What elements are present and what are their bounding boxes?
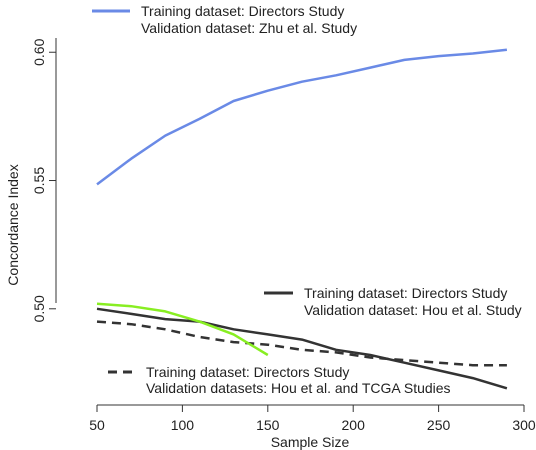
legend-zhu-training: Training dataset: Directors Study (141, 3, 344, 19)
series-line-s4 (96, 302, 269, 357)
y-tick-label: 0.55 (31, 167, 47, 194)
x-ticks: 50 100 150 200 250 300 (89, 405, 536, 433)
y-tick-label: 0.60 (31, 38, 47, 65)
legend-hou: Training dataset: Directors Study Valida… (264, 285, 522, 318)
legend-hou-training: Training dataset: Directors Study (304, 285, 507, 301)
x-tick-label: 200 (342, 417, 366, 433)
x-tick-label: 150 (256, 417, 280, 433)
series-line-s3 (96, 320, 507, 367)
x-tick-label: 50 (89, 417, 105, 433)
legend-zhu-validation: Validation dataset: Zhu et al. Study (141, 20, 357, 36)
legend-zhu: Training dataset: Directors Study Valida… (92, 3, 357, 36)
series-line-s2 (96, 307, 508, 390)
legend-hou-tcga-training: Training dataset: Directors Study (146, 364, 349, 380)
legend-hou-tcga: Training dataset: Directors Study Valida… (108, 364, 451, 396)
x-tick-label: 250 (427, 417, 451, 433)
series-layer (96, 48, 508, 390)
x-tick-label: 300 (512, 417, 536, 433)
x-tick-label: 100 (171, 417, 195, 433)
series-line-s1 (96, 48, 508, 186)
y-ticks: 0.50 0.55 0.60 (31, 38, 56, 322)
x-axis-label: Sample Size (271, 434, 350, 450)
y-axis-label: Concordance Index (5, 164, 21, 285)
y-tick-label: 0.50 (31, 295, 47, 322)
legend-hou-validation: Validation dataset: Hou et al. Study (304, 302, 522, 318)
legend-hou-tcga-validation: Validation datasets: Hou et al. and TCGA… (146, 380, 451, 396)
